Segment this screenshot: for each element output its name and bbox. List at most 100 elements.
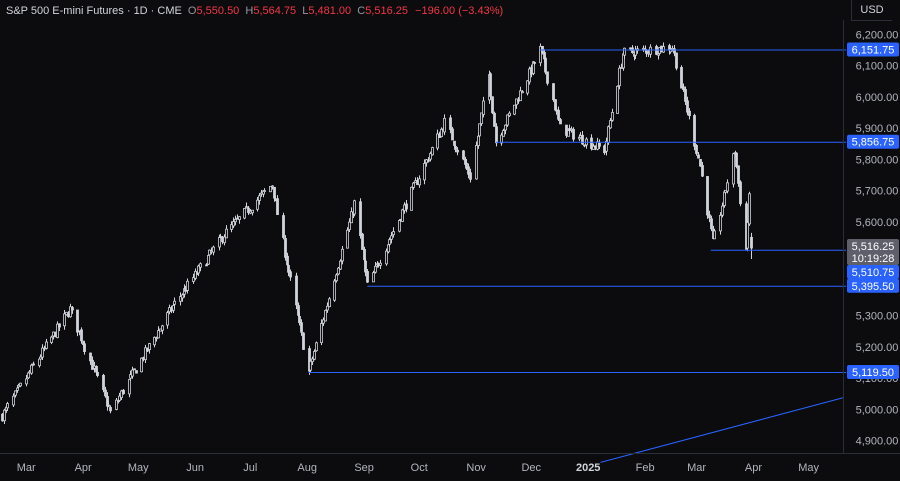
candle-body (388, 239, 391, 245)
candle-body (256, 199, 259, 210)
candle (605, 137, 608, 156)
candle-body (80, 329, 83, 342)
candle (166, 310, 169, 329)
candle (199, 262, 202, 272)
price-tick-label: 5,800.00 (856, 154, 899, 166)
candle-body (25, 378, 28, 385)
candle-body (350, 211, 353, 224)
candle-body (451, 128, 454, 141)
candle-body (515, 98, 518, 106)
candle (173, 297, 176, 309)
time-tick-label: Jun (186, 462, 204, 474)
candle-body (251, 209, 254, 214)
currency-button[interactable]: USD (851, 0, 892, 21)
candle-body (153, 336, 156, 346)
time-tick-label: Oct (411, 462, 428, 474)
candle (502, 128, 505, 137)
candle-body (186, 280, 189, 291)
candle-body (135, 370, 138, 374)
candle (528, 66, 531, 85)
candle-body (104, 389, 107, 397)
candle-body (83, 343, 86, 352)
candle (322, 317, 325, 326)
price-axis[interactable]: 6,200.00 6,100.00 6,000.00 5,900.00 5,800.00… (843, 20, 899, 453)
candle-body (737, 165, 740, 184)
candle (440, 127, 443, 138)
trendline-segment (600, 397, 844, 463)
candle (364, 257, 367, 277)
candle (335, 273, 338, 283)
candle (247, 206, 250, 216)
candle-body (45, 341, 48, 349)
candle-body (392, 231, 395, 236)
candle (181, 293, 184, 302)
candle (686, 96, 689, 116)
candle (45, 338, 48, 350)
high-label: H (245, 5, 254, 17)
candle (559, 118, 562, 125)
horizontal-levels (308, 49, 846, 373)
time-tick-label: 2025 (576, 462, 600, 474)
candle (56, 321, 59, 339)
candle-body (282, 215, 285, 238)
symbol-title: S&P 500 E-mini Futures · 1D · CME (6, 5, 182, 17)
candle (710, 215, 713, 232)
candle (300, 319, 303, 336)
candle (41, 344, 44, 360)
last-price-tag-text: 5,516.25 (852, 241, 895, 253)
candle (405, 199, 408, 213)
candle-body (436, 133, 439, 149)
candle (186, 278, 189, 294)
candle (205, 263, 208, 267)
candle-body (673, 48, 676, 54)
candle-body (361, 233, 364, 250)
candle-body (19, 382, 22, 387)
candle-body (390, 235, 393, 240)
candle-body (300, 322, 303, 333)
candle-body (706, 176, 709, 216)
candle-body (491, 96, 494, 114)
candle-body (454, 145, 457, 150)
candle-body (598, 142, 601, 147)
candle-body (298, 315, 301, 323)
time-tick-label: Aug (297, 462, 317, 474)
candle (552, 82, 555, 102)
candle (320, 319, 323, 346)
candle (521, 90, 524, 94)
candle-body (63, 313, 66, 327)
candle (539, 43, 542, 67)
candle (302, 332, 305, 350)
candle (258, 193, 261, 205)
candle-body (247, 207, 250, 213)
candle (429, 151, 432, 162)
candle-body (750, 236, 753, 249)
candle (238, 216, 241, 224)
candle (366, 268, 369, 284)
candle-body (405, 203, 408, 210)
candle-body (161, 325, 164, 331)
candle (346, 227, 349, 249)
candle (423, 159, 426, 185)
candle-body (3, 409, 6, 422)
candle (122, 389, 125, 395)
candle-body (289, 271, 292, 278)
candle-body (721, 205, 724, 216)
candle-body (271, 185, 274, 188)
candle (361, 232, 364, 250)
candle-body (223, 236, 226, 244)
open-value: 5,550.50 (196, 5, 240, 17)
candle-body (71, 307, 74, 311)
candle-body (374, 265, 377, 273)
candle (353, 199, 356, 217)
time-tick-label: Mar (687, 462, 706, 474)
candle (269, 185, 272, 193)
price-tick-label: 4,900.00 (856, 436, 899, 448)
time-tick-label: Apr (75, 462, 92, 474)
candle-body (302, 332, 305, 350)
time-axis[interactable]: Mar Apr May Jun Jul Aug Sep Oct Nov Dec 2025 Feb Mar… (0, 453, 900, 475)
candle (480, 112, 483, 127)
candle (504, 124, 507, 135)
candle-body (128, 379, 131, 395)
candle (148, 342, 151, 354)
